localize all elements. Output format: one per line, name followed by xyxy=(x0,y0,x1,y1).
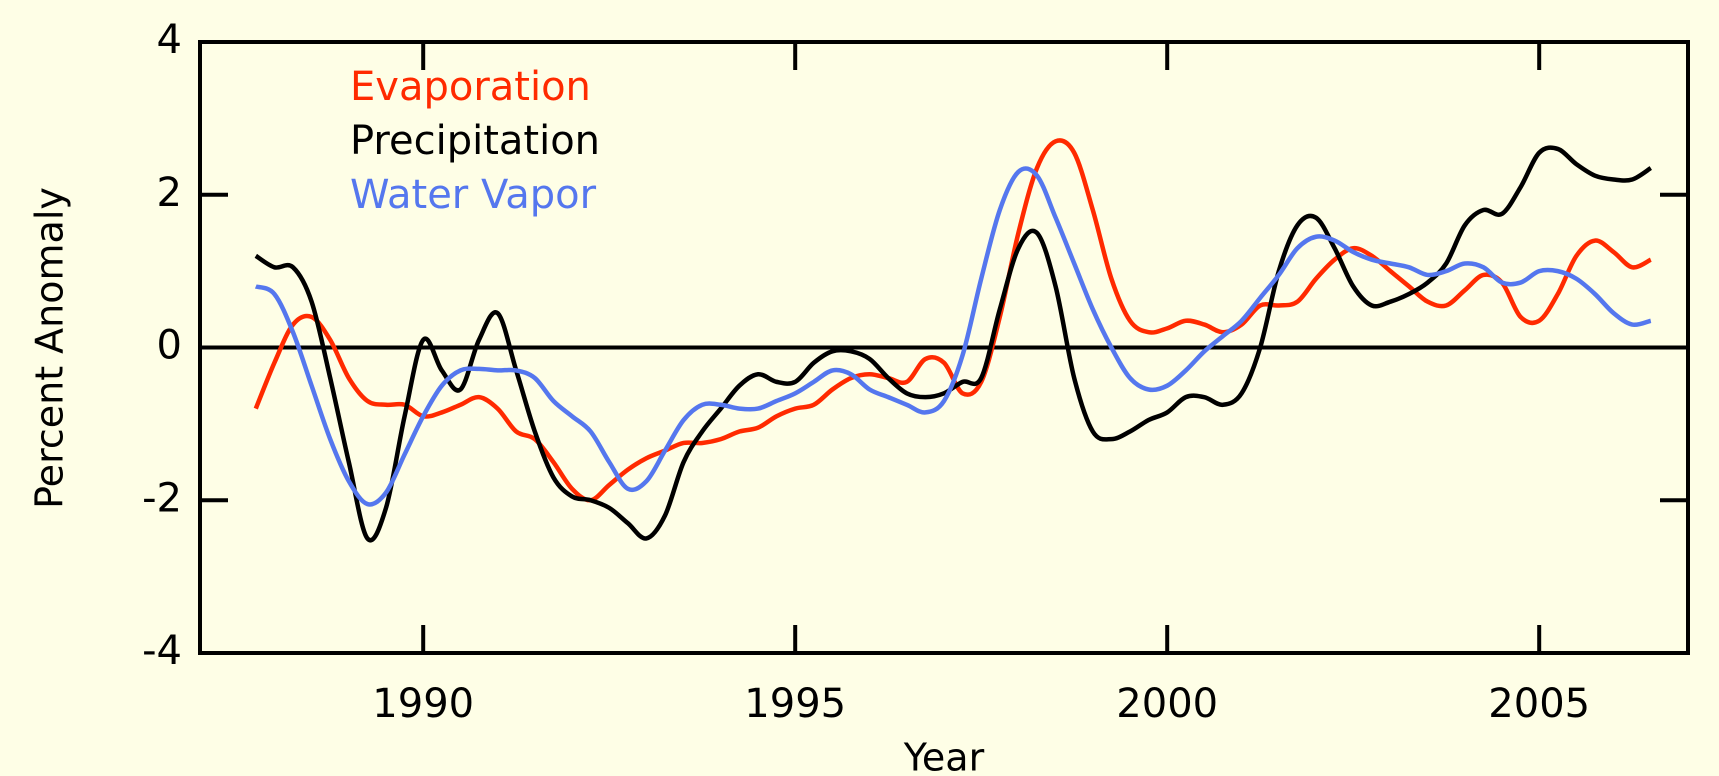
legend-label: Evaporation xyxy=(350,64,591,110)
y-tick-label: 0 xyxy=(157,323,182,369)
y-tick-label: 2 xyxy=(157,170,182,216)
x-tick-label: 2000 xyxy=(1116,681,1218,727)
x-tick-label: 1995 xyxy=(744,681,846,727)
x-tick-label: 2005 xyxy=(1488,681,1590,727)
plot-area: -4 -2 0 2 4 1990 1995 2000 2005 Evaporation Precip… xyxy=(142,17,1690,727)
x-axis-label: Year xyxy=(903,736,985,776)
x-tick-label: 1990 xyxy=(372,681,474,727)
y-tick-label: 4 xyxy=(157,17,182,63)
plot-frame xyxy=(198,40,1690,655)
y-axis-label: Percent Anomaly xyxy=(28,187,72,509)
y-tick-label: -2 xyxy=(142,475,182,521)
legend-label: Water Vapor xyxy=(350,172,597,218)
legend-label: Precipitation xyxy=(350,118,600,164)
y-tick-label: -4 xyxy=(142,628,182,674)
series-line xyxy=(254,166,1652,507)
series-line xyxy=(253,138,1652,503)
